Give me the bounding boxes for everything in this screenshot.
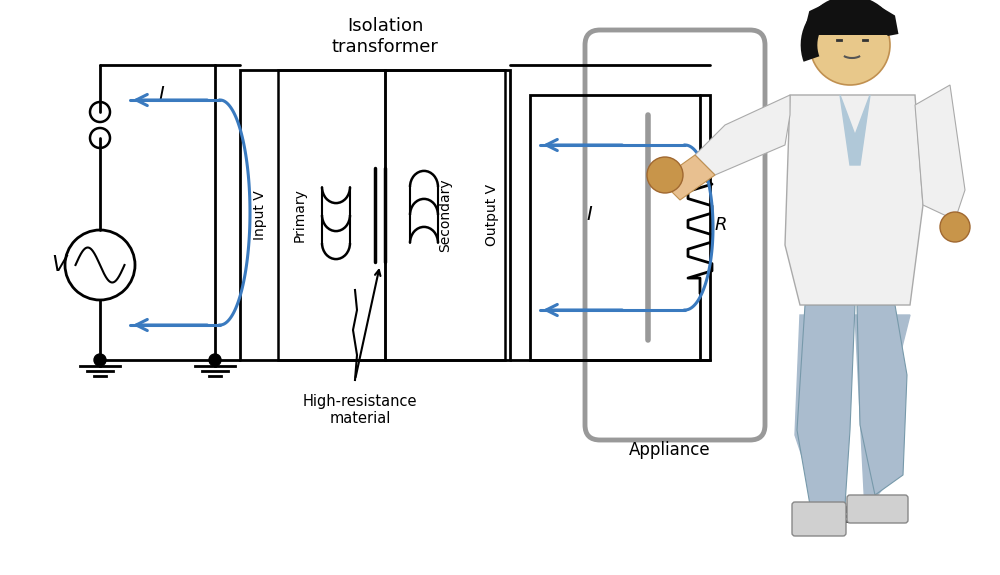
Polygon shape [809,5,893,35]
Bar [278,70,385,360]
Polygon shape [857,305,907,495]
Polygon shape [785,95,923,305]
Text: Input V: Input V [253,190,267,240]
Circle shape [209,354,221,366]
Text: Isolation
transformer: Isolation transformer [332,17,438,56]
Polygon shape [855,315,910,510]
Circle shape [647,157,683,193]
Text: $V$: $V$ [51,255,69,275]
Polygon shape [797,305,855,505]
Text: Secondary: Secondary [438,178,452,252]
Text: $I$: $I$ [586,205,594,224]
Text: High-resistance
material: High-resistance material [303,394,417,426]
FancyBboxPatch shape [792,502,846,536]
Text: Appliance: Appliance [629,441,711,459]
Text: Output V: Output V [485,184,499,246]
FancyBboxPatch shape [847,495,908,523]
Polygon shape [915,85,965,220]
Text: $I$: $I$ [158,86,166,105]
Text: Primary: Primary [293,188,307,242]
Bar [530,95,710,360]
Polygon shape [695,95,790,175]
Circle shape [94,354,106,366]
Bar [240,70,510,360]
Polygon shape [660,155,715,200]
Bar [385,70,505,360]
Circle shape [940,212,970,242]
Circle shape [810,5,890,85]
Polygon shape [840,95,870,165]
Text: $R$: $R$ [714,216,726,234]
Polygon shape [795,315,855,510]
